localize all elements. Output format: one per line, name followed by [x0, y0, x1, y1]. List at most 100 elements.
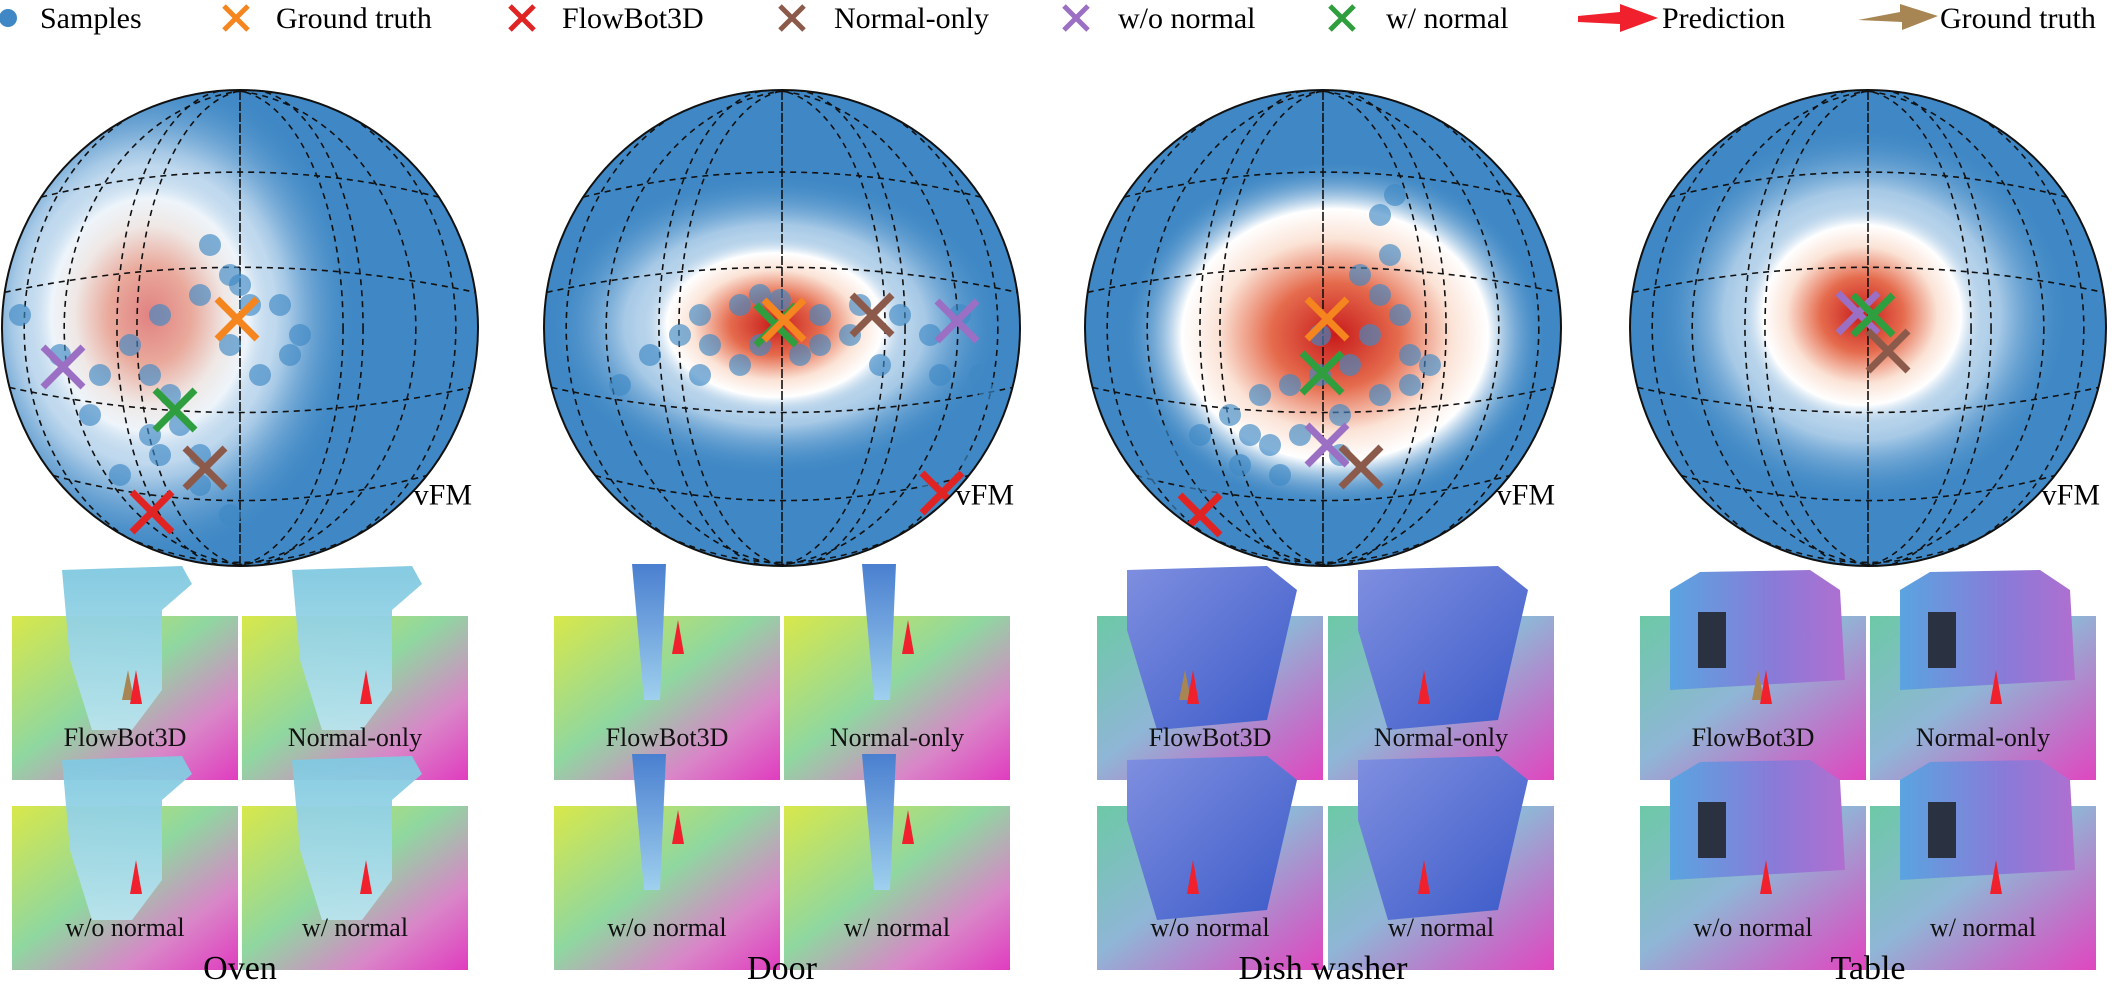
sample-point [1189, 424, 1211, 446]
legend-label: Ground truth [276, 2, 432, 35]
render-label: Normal-only [288, 723, 422, 752]
door-object [632, 754, 666, 890]
table-drawer-opening [1698, 802, 1726, 858]
render-label: w/ normal [844, 913, 950, 942]
sample-point [269, 294, 291, 316]
parallel-line [126, 536, 354, 564]
parallel-line [1136, 474, 1510, 502]
sample-point [199, 234, 221, 256]
floor-pointcloud [784, 806, 1010, 970]
meridian-line [678, 90, 906, 566]
flowbot3d-marker [129, 489, 175, 535]
sphere-outline [1084, 89, 1562, 567]
table-drawer-opening [1928, 612, 1956, 668]
sample-point [1329, 404, 1351, 426]
door-object [862, 754, 896, 890]
meridian-line [1106, 90, 1500, 566]
parallel-line [4, 266, 476, 294]
legend-samples: Samples [0, 2, 142, 35]
sample-point [109, 464, 131, 486]
parallel-line [546, 266, 1018, 294]
legend-label: Ground truth [1940, 2, 2096, 35]
parallel-line [1124, 171, 1522, 198]
render-label: w/ normal [1930, 913, 2036, 942]
floor-pointcloud [554, 806, 780, 970]
wo-normal-marker [1835, 290, 1881, 336]
dishwasher-object [1127, 566, 1297, 730]
render-label: Normal-only [1374, 723, 1508, 752]
sphere-contents [1087, 90, 1559, 566]
sample-point [219, 334, 241, 356]
sample-point [1389, 304, 1411, 326]
sample-point [189, 284, 211, 306]
sphere-panel-0: vFM [1, 89, 479, 567]
sample-point [1139, 464, 1161, 486]
render-top-right: Normal-only [242, 566, 468, 780]
renders-grid: FlowBot3D Normal-only w/o normal w/ normal F… [12, 564, 2096, 970]
sample-point [1399, 374, 1421, 396]
render-label: w/o normal [607, 913, 726, 942]
sample-point [669, 324, 691, 346]
dishwasher-object [1127, 756, 1297, 920]
prediction-arrow [130, 670, 142, 704]
prediction-arrow [902, 620, 914, 654]
sample-point [1229, 454, 1251, 476]
legend-label: FlowBot3D [562, 2, 704, 35]
sample-point [89, 364, 111, 386]
prediction-arrow [360, 860, 372, 894]
meridian-line [23, 90, 417, 566]
sample-point [789, 344, 811, 366]
sample-point [1339, 354, 1361, 376]
sample-point [289, 324, 311, 346]
category-captions: Oven Door Dish washer Table [203, 950, 1905, 987]
sample-point [149, 304, 171, 326]
sample-point [949, 444, 971, 466]
w-normal-marker [1850, 292, 1896, 338]
sample-point [1249, 384, 1271, 406]
parallel-line [1087, 266, 1559, 294]
render-top-left: FlowBot3D [12, 566, 238, 780]
parallel-line [41, 171, 439, 198]
parallel-line [1209, 536, 1437, 564]
sample-point [809, 334, 831, 356]
prediction-arrow [360, 670, 372, 704]
sample-point [119, 334, 141, 356]
table-object [1670, 570, 1845, 690]
door-object [862, 564, 896, 700]
parallel-line [1637, 386, 2099, 414]
sample-point [729, 294, 751, 316]
dishwasher-object [1358, 566, 1528, 730]
meridian-line [1219, 90, 1447, 566]
prediction-arrow [130, 860, 142, 894]
samples-dot-icon [0, 9, 17, 27]
sample-point [1359, 324, 1381, 346]
meridian-line [565, 90, 959, 566]
legend: Samples Ground truth FlowBot3D Normal-on… [0, 2, 2096, 35]
render-label: Normal-only [1916, 723, 2050, 752]
parallel-line [9, 386, 471, 414]
parallel-line [595, 474, 969, 502]
render-label: w/o normal [1693, 913, 1812, 942]
render-bottom-left: w/o normal [12, 756, 238, 970]
sample-point [1399, 344, 1421, 366]
sphere-contents [1632, 90, 2104, 566]
sample-point [229, 274, 251, 296]
render-bottom-left: w/o normal [1097, 756, 1323, 970]
render-label: FlowBot3D [64, 723, 187, 752]
normal-only-marker [1338, 444, 1384, 490]
meridian-line [1691, 90, 2085, 566]
parallel-line [1632, 266, 2104, 294]
legend-label: Normal-only [834, 2, 989, 35]
parallel-line [551, 386, 1013, 414]
parallel-line [668, 536, 896, 564]
table-drawer-opening [1698, 612, 1726, 668]
sphere-panel-2: vFM [1084, 89, 1562, 567]
meridian-line [1764, 90, 1992, 566]
normal-only-marker [182, 445, 228, 491]
ground-truth-arrow [122, 670, 134, 700]
sample-point [1159, 444, 1181, 466]
sample-point [809, 304, 831, 326]
category-caption-oven: Oven [203, 950, 277, 987]
ground-truth-marker [1304, 296, 1350, 342]
sample-point [689, 364, 711, 386]
